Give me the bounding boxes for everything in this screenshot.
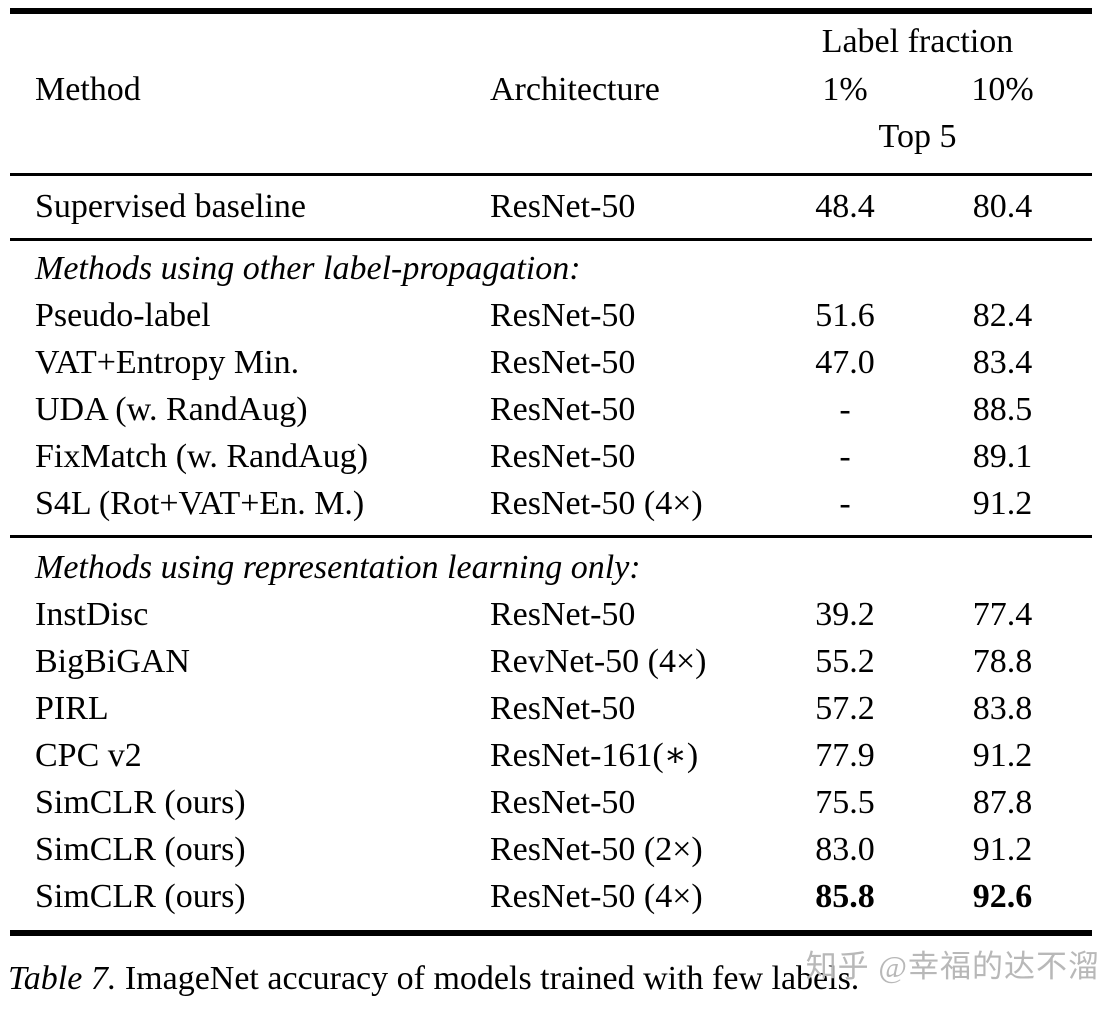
architecture-cell: ResNet-50	[490, 343, 636, 381]
value-10pct: 80.4	[972, 188, 1033, 226]
method-cell: Pseudo-label	[35, 296, 211, 334]
value-1pct: 75.5	[815, 783, 875, 821]
value-1pct: 55.2	[815, 642, 875, 680]
zhihu-watermark: 知乎 @幸福的达不溜	[805, 949, 1100, 984]
method-cell: PIRL	[35, 689, 109, 727]
method-cell: SimCLR (ours)	[35, 783, 246, 821]
label-fraction-header: Label fraction	[821, 23, 1014, 61]
table-top-rule	[10, 8, 1092, 14]
architecture-cell: ResNet-50 (4×)	[490, 484, 703, 522]
caption-text: ImageNet accuracy of models trained with…	[116, 960, 860, 997]
architecture-cell: ResNet-50	[490, 595, 636, 633]
caption-label: Table 7.	[8, 960, 117, 997]
method-cell: FixMatch (w. RandAug)	[35, 437, 369, 475]
method-cell: InstDisc	[35, 595, 149, 633]
section-label-propagation: Methods using other label-propagation: P…	[0, 241, 1104, 535]
section-divider-rule	[10, 535, 1092, 538]
architecture-cell: ResNet-50 (2×)	[490, 830, 703, 868]
method-cell: BigBiGAN	[35, 642, 190, 680]
architecture-cell: ResNet-50	[490, 390, 636, 428]
table-row: UDA (w. RandAug) ResNet-50 - 88.5	[0, 386, 1104, 433]
table-row: CPC v2 ResNet-161(∗) 77.9 91.2	[0, 732, 1104, 779]
col-1pct-header: 1%	[822, 70, 868, 108]
architecture-cell: ResNet-50 (4×)	[490, 877, 703, 915]
section-title: Methods using representation learning on…	[35, 548, 641, 586]
method-cell: SimCLR (ours)	[35, 877, 246, 915]
value-10pct: 78.8	[972, 642, 1033, 680]
architecture-cell: ResNet-50	[490, 188, 636, 226]
method-cell: CPC v2	[35, 736, 142, 774]
architecture-cell: ResNet-50	[490, 689, 636, 727]
table-row: PIRL ResNet-50 57.2 83.8	[0, 685, 1104, 732]
value-10pct: 83.4	[972, 343, 1033, 381]
value-1pct: 51.6	[815, 296, 875, 334]
table-row: FixMatch (w. RandAug) ResNet-50 - 89.1	[0, 433, 1104, 480]
header-row-top5: Top 5	[0, 113, 1104, 161]
table-row: VAT+Entropy Min. ResNet-50 47.0 83.4	[0, 339, 1104, 386]
table-row: SimCLR (ours) ResNet-50 75.5 87.8	[0, 779, 1104, 826]
table-row-supervised: Supervised baseline ResNet-50 48.4 80.4	[0, 176, 1104, 238]
architecture-column-header: Architecture	[490, 70, 660, 108]
value-10pct: 92.6	[972, 877, 1033, 915]
value-1pct: -	[839, 484, 851, 522]
value-1pct: 48.4	[815, 188, 875, 226]
col-10pct-header: 10%	[971, 70, 1034, 108]
table-row: Pseudo-label ResNet-50 51.6 82.4	[0, 292, 1104, 339]
value-10pct: 82.4	[972, 296, 1033, 334]
table-row: SimCLR (ours) ResNet-50 (2×) 83.0 91.2	[0, 826, 1104, 873]
table-row-best-result: SimCLR (ours) ResNet-50 (4×) 85.8 92.6	[0, 873, 1104, 920]
value-10pct: 88.5	[972, 390, 1033, 428]
value-10pct: 83.8	[972, 689, 1033, 727]
method-column-header: Method	[35, 70, 141, 108]
table-row: BigBiGAN RevNet-50 (4×) 55.2 78.8	[0, 638, 1104, 685]
value-10pct: 89.1	[972, 437, 1033, 475]
value-10pct: 91.2	[972, 830, 1033, 868]
header-row-columns: Method Architecture 1% 10%	[0, 66, 1104, 113]
architecture-cell: RevNet-50 (4×)	[490, 642, 707, 680]
method-cell: Supervised baseline	[35, 188, 306, 226]
method-cell: S4L (Rot+VAT+En. M.)	[35, 484, 365, 522]
value-1pct: 57.2	[815, 689, 875, 727]
value-1pct: 85.8	[815, 877, 875, 915]
top5-header: Top 5	[878, 118, 957, 156]
table-row: S4L (Rot+VAT+En. M.) ResNet-50 (4×) - 91…	[0, 480, 1104, 527]
architecture-cell: ResNet-50	[490, 437, 636, 475]
table-row: InstDisc ResNet-50 39.2 77.4	[0, 591, 1104, 638]
header-divider-rule	[10, 173, 1092, 176]
value-1pct: -	[839, 437, 851, 475]
section-representation-learning: Methods using representation learning on…	[0, 538, 1104, 930]
section-title: Methods using other label-propagation:	[35, 249, 581, 287]
method-cell: SimCLR (ours)	[35, 830, 246, 868]
header-row-label-fraction: Label fraction	[0, 18, 1104, 66]
section-divider-rule	[10, 238, 1092, 241]
value-10pct: 87.8	[972, 783, 1033, 821]
architecture-cell: ResNet-161(∗)	[490, 736, 699, 774]
table-header: Label fraction Method Architecture 1% 10…	[0, 14, 1104, 173]
value-10pct: 91.2	[972, 736, 1033, 774]
value-1pct: 47.0	[815, 343, 875, 381]
value-1pct: 83.0	[815, 830, 875, 868]
value-1pct: 77.9	[815, 736, 875, 774]
value-10pct: 91.2	[972, 484, 1033, 522]
table-bottom-rule	[10, 930, 1092, 936]
method-cell: UDA (w. RandAug)	[35, 390, 308, 428]
value-10pct: 77.4	[972, 595, 1033, 633]
table-caption: Table 7. ImageNet accuracy of models tra…	[0, 960, 1104, 997]
method-cell: VAT+Entropy Min.	[35, 343, 300, 381]
architecture-cell: ResNet-50	[490, 783, 636, 821]
value-1pct: -	[839, 390, 851, 428]
value-1pct: 39.2	[815, 595, 875, 633]
architecture-cell: ResNet-50	[490, 296, 636, 334]
